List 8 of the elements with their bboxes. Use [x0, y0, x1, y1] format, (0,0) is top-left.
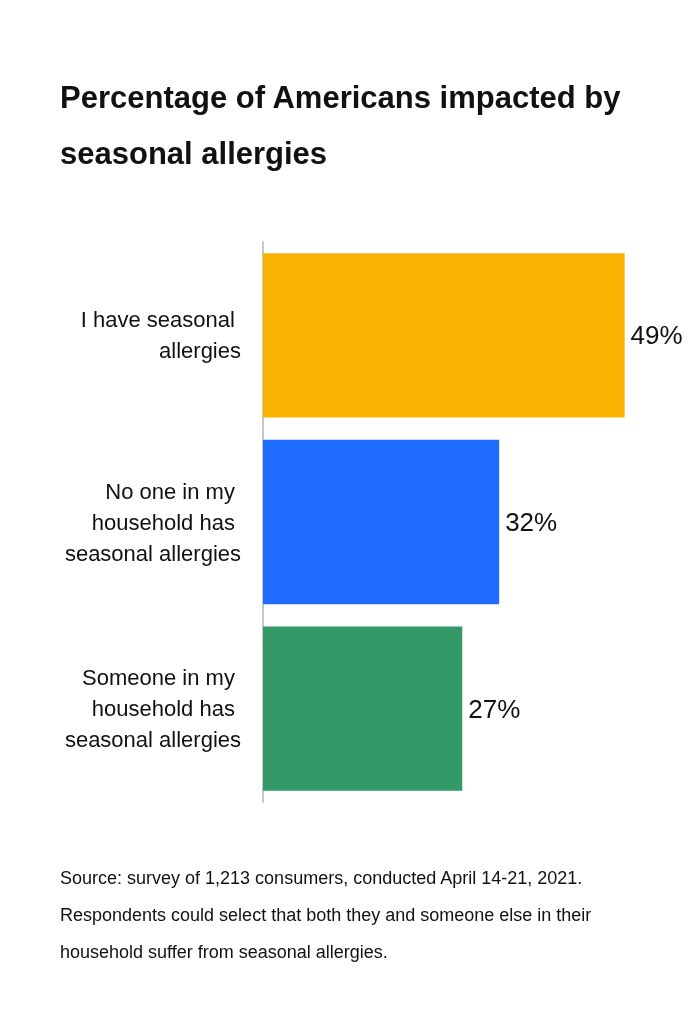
data-label: 27%	[468, 693, 521, 724]
y-tick-label: Someone in my household has seasonal allergies	[64, 665, 241, 753]
data-label: 32%	[505, 507, 558, 537]
y-tick-label: I have seasonal allergies	[80, 307, 241, 364]
chart-title: Percentage of Americans impacted by seasonal allergies	[59, 79, 622, 173]
source-note: Source: survey of 1,213 consumers, conducted April 14-21, 2021. Respondents could select that both they and someone else in their household suffer from seasonal allergies.	[59, 867, 593, 964]
data-label: 49%	[630, 320, 683, 351]
y-tick-label: No one in my household has seasonal allergies	[64, 478, 241, 566]
